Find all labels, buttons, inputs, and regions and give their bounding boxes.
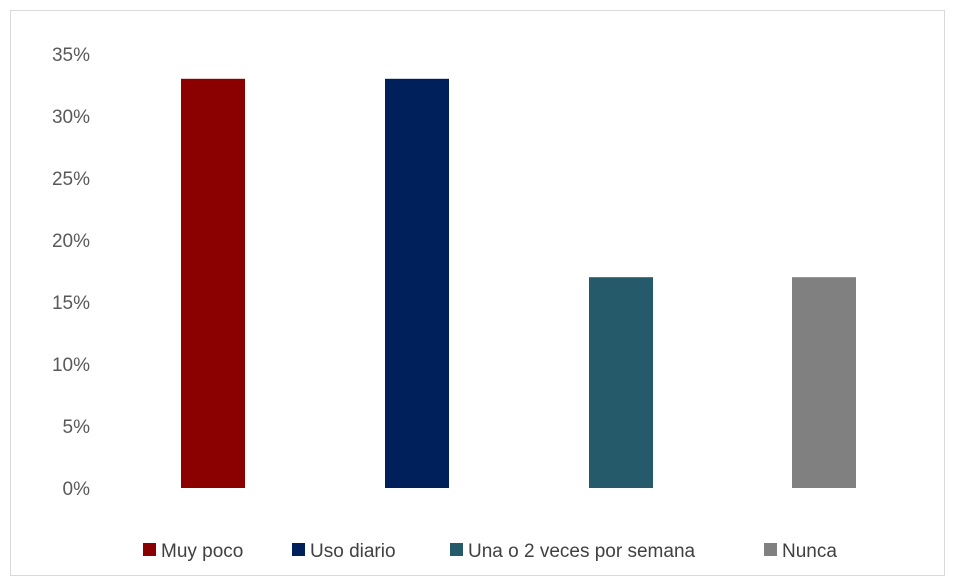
legend-label: Nunca xyxy=(782,541,837,562)
bar xyxy=(385,78,449,489)
y-tick-label: 35% xyxy=(52,45,90,66)
legend-label: Una o 2 veces por semana xyxy=(468,541,696,562)
bars xyxy=(181,78,856,489)
y-tick-label: 30% xyxy=(52,107,90,128)
legend-swatch xyxy=(143,543,156,556)
legend-swatch xyxy=(450,543,463,556)
y-tick-label: 15% xyxy=(52,293,90,314)
chart-frame xyxy=(10,10,945,576)
legend-label: Uso diario xyxy=(310,541,396,562)
legend-swatch xyxy=(292,543,305,556)
legend-label: Muy poco xyxy=(161,541,243,562)
y-tick-label: 10% xyxy=(52,355,90,376)
y-tick-label: 5% xyxy=(63,417,91,438)
y-tick-label: 0% xyxy=(63,479,91,500)
y-tick-label: 25% xyxy=(52,169,90,190)
legend: Muy poco Uso diario Una o 2 veces por sema… xyxy=(143,541,837,562)
y-tick-label: 20% xyxy=(52,231,90,252)
y-axis: 0% 5% 10% 15% 20% 25% 30% 35% xyxy=(52,45,90,500)
bar xyxy=(589,277,653,488)
bar xyxy=(181,78,245,489)
bar xyxy=(792,277,856,488)
legend-swatch xyxy=(764,543,777,556)
